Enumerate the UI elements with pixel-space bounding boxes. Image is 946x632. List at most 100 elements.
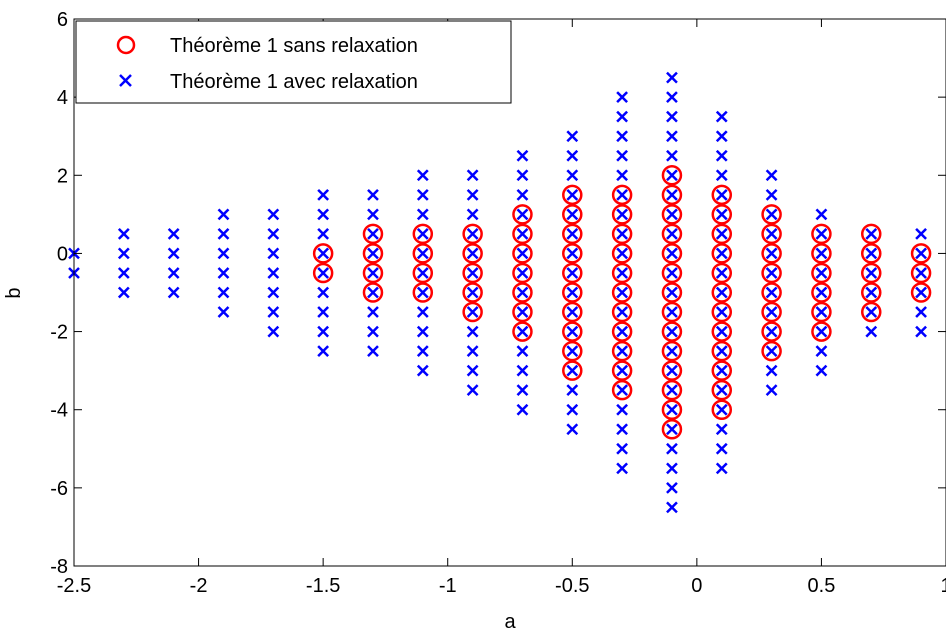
point-sans-relaxation <box>512 223 533 245</box>
point-avec-relaxation <box>466 345 479 357</box>
point-sans-relaxation <box>312 262 334 284</box>
point-avec-relaxation <box>317 208 330 221</box>
point-sans-relaxation <box>462 262 483 284</box>
point-sans-relaxation <box>362 223 384 245</box>
x-tick-label: -0.5 <box>555 575 589 597</box>
point-sans-relaxation <box>611 360 633 381</box>
point-sans-relaxation <box>512 243 533 264</box>
point-sans-relaxation <box>462 243 483 264</box>
point-sans-relaxation <box>562 321 583 342</box>
point-sans-relaxation <box>661 262 683 284</box>
y-tick-label: -4 <box>50 400 68 422</box>
point-avec-relaxation <box>367 345 379 357</box>
point-avec-relaxation <box>367 188 379 201</box>
point-avec-relaxation <box>715 247 728 260</box>
point-sans-relaxation <box>910 243 932 264</box>
point-avec-relaxation <box>715 110 728 123</box>
point-avec-relaxation <box>367 267 379 279</box>
point-avec-relaxation <box>217 247 230 260</box>
point-avec-relaxation <box>815 286 828 299</box>
point-avec-relaxation <box>566 384 579 397</box>
point-avec-relaxation <box>815 345 828 357</box>
point-sans-relaxation <box>861 223 882 245</box>
x-tick-label: 0 <box>691 575 702 597</box>
point-sans-relaxation <box>861 262 882 284</box>
x-tick-label: -2.5 <box>57 575 91 597</box>
point-avec-relaxation <box>566 325 579 338</box>
point-avec-relaxation <box>765 286 778 299</box>
point-avec-relaxation <box>666 442 678 455</box>
point-avec-relaxation <box>616 364 628 377</box>
point-avec-relaxation <box>516 208 529 221</box>
point-sans-relaxation <box>711 223 733 245</box>
point-avec-relaxation <box>217 228 230 240</box>
point-sans-relaxation <box>512 321 533 342</box>
point-avec-relaxation <box>516 169 529 182</box>
point-sans-relaxation <box>861 243 882 264</box>
y-tick-label: 0 <box>57 243 68 265</box>
point-avec-relaxation <box>666 481 678 494</box>
point-sans-relaxation <box>910 262 932 284</box>
point-avec-relaxation <box>616 169 628 182</box>
point-avec-relaxation <box>666 247 678 260</box>
point-sans-relaxation <box>811 301 832 323</box>
point-sans-relaxation <box>512 301 533 323</box>
point-sans-relaxation <box>611 243 633 264</box>
point-sans-relaxation <box>512 262 533 284</box>
point-avec-relaxation <box>865 247 878 260</box>
point-avec-relaxation <box>915 247 927 260</box>
point-avec-relaxation <box>466 228 479 240</box>
x-tick-label: 1 <box>940 575 946 597</box>
point-avec-relaxation <box>117 267 130 279</box>
point-avec-relaxation <box>267 286 280 299</box>
point-avec-relaxation <box>367 286 379 299</box>
point-avec-relaxation <box>715 130 728 143</box>
point-sans-relaxation <box>562 360 583 381</box>
point-avec-relaxation <box>516 286 529 299</box>
point-sans-relaxation <box>711 399 733 420</box>
point-avec-relaxation <box>566 403 579 416</box>
point-avec-relaxation <box>715 169 728 182</box>
point-sans-relaxation <box>312 243 334 264</box>
point-avec-relaxation <box>566 247 579 260</box>
point-avec-relaxation <box>616 247 628 260</box>
point-avec-relaxation <box>466 364 479 377</box>
point-sans-relaxation <box>711 360 733 381</box>
point-avec-relaxation <box>865 267 878 279</box>
point-avec-relaxation <box>915 228 927 240</box>
point-avec-relaxation <box>167 228 180 240</box>
plot-frame <box>73 18 946 567</box>
point-avec-relaxation <box>466 169 479 182</box>
point-avec-relaxation <box>666 345 678 357</box>
point-sans-relaxation <box>562 301 583 323</box>
point-avec-relaxation <box>516 384 529 397</box>
point-avec-relaxation <box>715 286 728 299</box>
x-tick-label: -1 <box>439 575 457 597</box>
point-avec-relaxation <box>666 130 678 143</box>
point-sans-relaxation <box>761 223 782 245</box>
point-avec-relaxation <box>466 286 479 299</box>
point-avec-relaxation <box>765 325 778 338</box>
y-tick-label: 2 <box>57 165 68 187</box>
point-avec-relaxation <box>715 149 728 162</box>
point-avec-relaxation <box>566 130 579 143</box>
point-avec-relaxation <box>765 364 778 377</box>
point-sans-relaxation <box>761 321 782 342</box>
point-avec-relaxation <box>715 306 728 318</box>
point-sans-relaxation <box>661 321 683 342</box>
point-avec-relaxation <box>815 228 828 240</box>
point-sans-relaxation <box>761 204 782 225</box>
point-avec-relaxation <box>566 286 579 299</box>
legend: Théorème 1 sans relaxation Théorème 1 av… <box>75 20 512 104</box>
point-avec-relaxation <box>566 188 579 201</box>
point-sans-relaxation <box>861 301 882 323</box>
point-sans-relaxation <box>562 204 583 225</box>
point-avec-relaxation <box>616 208 628 221</box>
point-avec-relaxation <box>715 345 728 357</box>
x-ticks: -2.5 -2 -1.5 -1 -0.5 0 0.5 1 <box>57 19 946 597</box>
point-sans-relaxation <box>412 262 434 284</box>
point-sans-relaxation <box>761 301 782 323</box>
point-avec-relaxation <box>666 364 678 377</box>
point-avec-relaxation <box>516 345 529 357</box>
